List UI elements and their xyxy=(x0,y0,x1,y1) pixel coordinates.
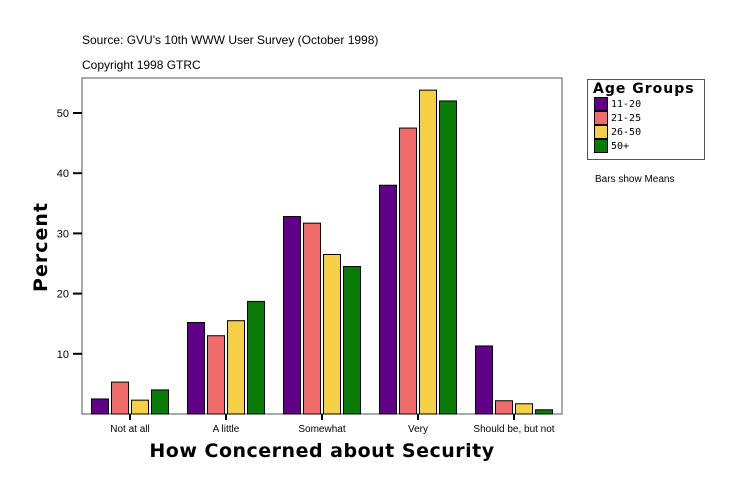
bar-26-50-A little xyxy=(227,320,245,415)
bar-21-25-Somewhat xyxy=(303,222,321,415)
bar-21-25-Not at all xyxy=(111,381,129,415)
legend-label: 26-50 xyxy=(611,126,642,138)
bars-note: Bars show Means xyxy=(595,174,675,185)
bar-11-20-Not at all xyxy=(91,398,109,415)
bar-11-20-Should be, but not xyxy=(475,345,493,415)
legend: Age Groups 11-20 21-25 26-50 50+ xyxy=(587,79,705,160)
legend-item: 11-20 xyxy=(594,97,704,111)
bar-50+-A little xyxy=(247,300,265,415)
bar-26-50-Very xyxy=(419,89,437,415)
x-tick-label: Somewhat xyxy=(298,424,345,435)
legend-swatch xyxy=(594,139,608,153)
bar-11-20-A little xyxy=(187,321,205,415)
legend-item: 26-50 xyxy=(594,125,704,139)
y-tick-label: 10 xyxy=(57,349,69,361)
y-tick-label: 40 xyxy=(57,168,69,180)
bar-50+-Somewhat xyxy=(343,266,361,415)
bar-11-20-Very xyxy=(379,184,397,415)
legend-item: 50+ xyxy=(594,139,704,153)
copyright-text: Copyright 1998 GTRC xyxy=(82,58,201,72)
x-tick-label: Very xyxy=(408,424,428,435)
x-tick-label: Not at all xyxy=(110,424,149,435)
legend-swatch xyxy=(594,111,608,125)
legend-item: 21-25 xyxy=(594,111,704,125)
y-tick-label: 20 xyxy=(57,289,69,301)
legend-title: Age Groups xyxy=(593,81,695,97)
legend-label: 21-25 xyxy=(611,112,642,124)
x-axis-label: How Concerned about Security xyxy=(149,440,494,462)
x-tick-label: A little xyxy=(213,424,240,435)
legend-swatch xyxy=(594,97,608,111)
bar-21-25-A little xyxy=(207,335,225,415)
y-tick-label: 50 xyxy=(57,108,69,120)
y-tick-label: 30 xyxy=(57,228,69,240)
bar-26-50-Somewhat xyxy=(323,253,341,415)
bar-21-25-Should be, but not xyxy=(495,400,513,415)
bar-50+-Should be, but not xyxy=(535,409,553,415)
source-text: Source: GVU's 10th WWW User Survey (Octo… xyxy=(82,33,379,47)
legend-swatch xyxy=(594,125,608,139)
bar-26-50-Should be, but not xyxy=(515,403,533,415)
x-tick-label: Should be, but not xyxy=(473,424,554,435)
bar-11-20-Somewhat xyxy=(283,216,301,415)
legend-label: 11-20 xyxy=(611,98,642,110)
bar-50+-Not at all xyxy=(151,389,169,415)
legend-label: 50+ xyxy=(611,140,630,152)
y-axis-label: Percent xyxy=(30,202,52,292)
bar-21-25-Very xyxy=(399,127,417,415)
bar-26-50-Not at all xyxy=(131,399,149,415)
bar-50+-Very xyxy=(439,100,457,415)
